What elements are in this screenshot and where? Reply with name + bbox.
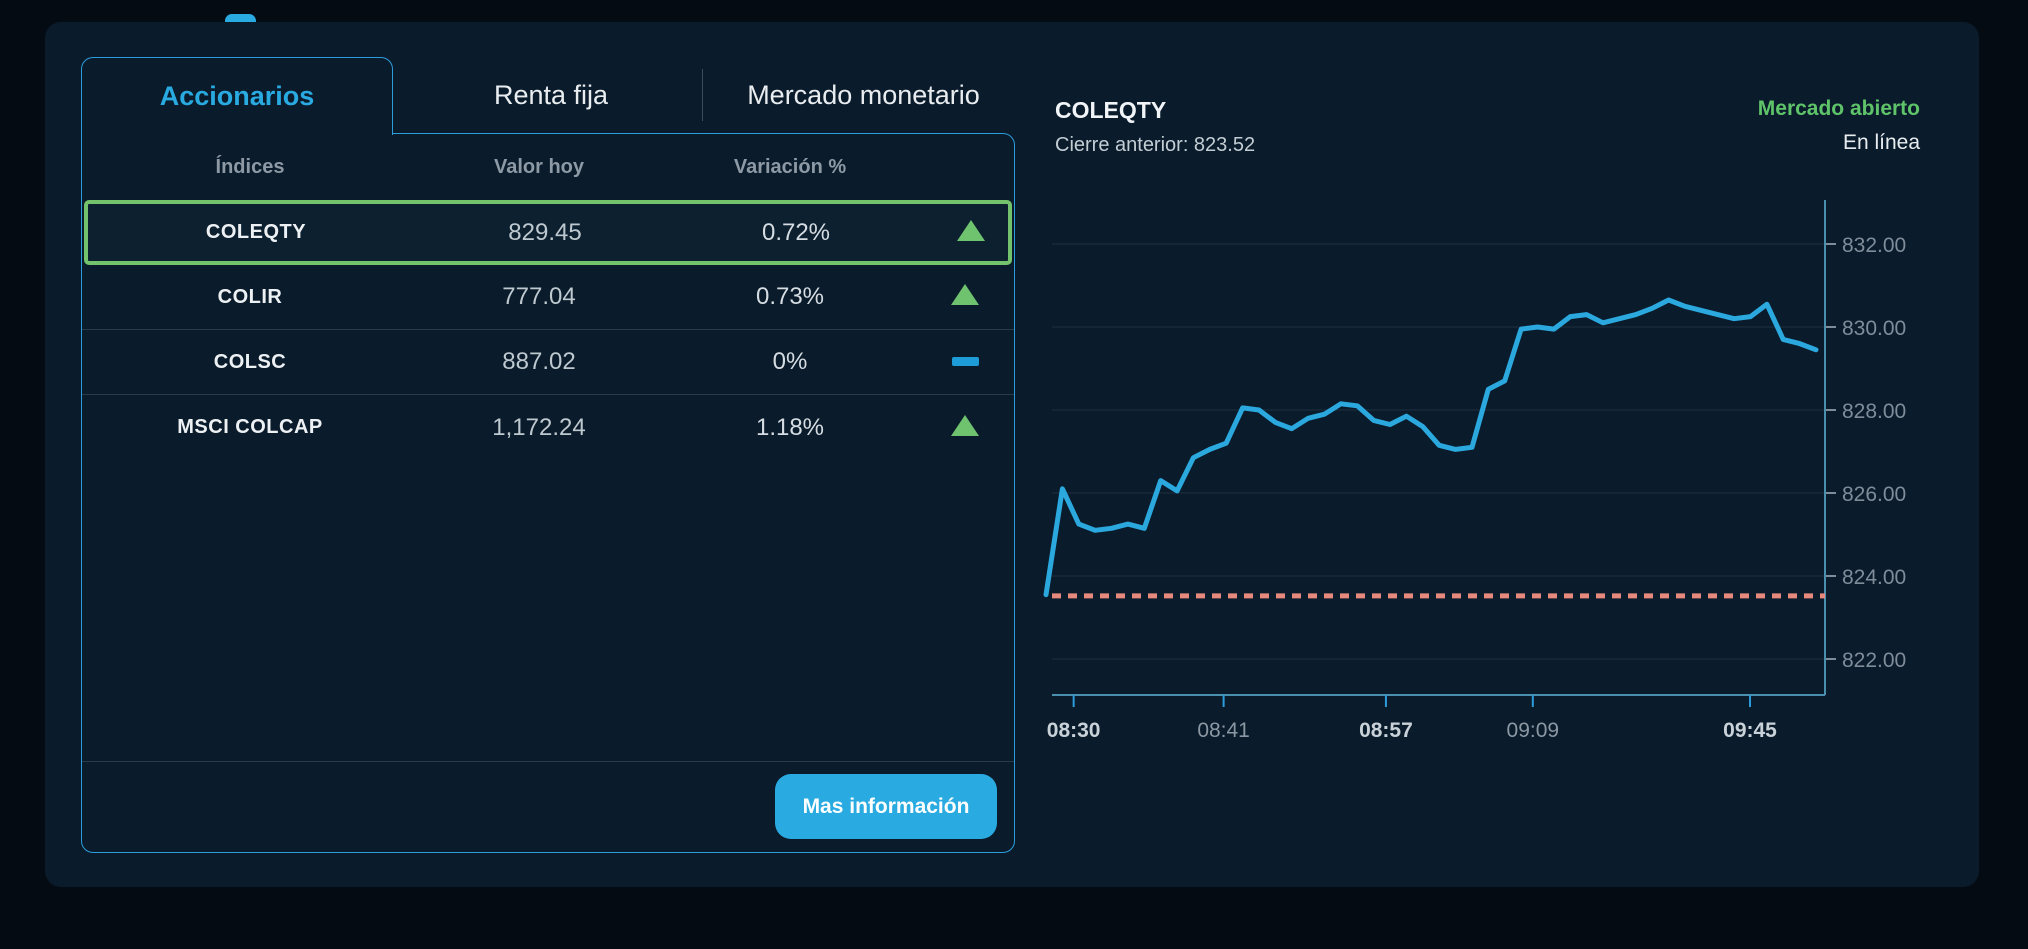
tab-accionarios[interactable]: Accionarios <box>81 57 393 135</box>
tab-strip: Accionarios Renta fija Mercado monetario <box>81 57 1015 135</box>
chart-status: Mercado abierto En línea <box>1758 97 1920 155</box>
market-indices-card: Accionarios Renta fija Mercado monetario… <box>45 22 1979 887</box>
flat-dash-icon <box>951 357 979 366</box>
chart-area: 832.00 830.00 828.00 826.00 824.00 822.00 08:3… <box>1040 190 1990 750</box>
index-trend <box>926 219 1016 246</box>
index-name: COLEQTY <box>205 221 307 243</box>
up-arrow-icon <box>957 219 985 241</box>
up-arrow-icon <box>951 414 979 436</box>
svg-text:08:57: 08:57 <box>1359 719 1413 742</box>
index-value: 887.02 <box>502 348 576 375</box>
tab-accionarios-label: Accionarios <box>159 81 315 111</box>
svg-text:08:30: 08:30 <box>1047 719 1101 742</box>
index-trend <box>920 414 1010 441</box>
online-status: En línea <box>1842 131 1920 154</box>
svg-text:09:45: 09:45 <box>1723 719 1777 742</box>
svg-text:824.00: 824.00 <box>1842 566 1906 589</box>
chart-header: COLEQTY Cierre anterior: 823.52 <box>1055 97 1255 157</box>
svg-text:830.00: 830.00 <box>1842 317 1906 340</box>
svg-text:09:09: 09:09 <box>1507 719 1560 742</box>
header-indices: Índices <box>215 155 285 178</box>
tab-divider <box>702 69 703 121</box>
header-variacion: Variación % <box>733 155 847 178</box>
table-row[interactable]: MSCI COLCAP 1,172.24 1.18% <box>82 395 1014 460</box>
more-info-button[interactable]: Mas información <box>775 774 997 839</box>
previous-close: Cierre anterior: 823.52 <box>1055 134 1256 156</box>
table-row[interactable]: COLIR 777.04 0.73% <box>82 265 1014 330</box>
svg-text:826.00: 826.00 <box>1842 483 1906 506</box>
chart-title: COLEQTY <box>1055 97 1167 123</box>
svg-text:08:41: 08:41 <box>1197 719 1250 742</box>
table-body: COLEQTY 829.45 0.72% COLIR 777.04 0.73% COLSC 8… <box>82 200 1014 460</box>
footer-divider <box>82 761 1014 762</box>
index-name: COLIR <box>217 285 283 308</box>
index-change: 1.18% <box>755 413 825 441</box>
table-header: Índices Valor hoy Variación % <box>82 134 1014 200</box>
header-valor-hoy: Valor hoy <box>493 155 585 178</box>
indices-section: Accionarios Renta fija Mercado monetario… <box>81 57 1015 853</box>
index-trend <box>920 353 1010 371</box>
index-name: COLSC <box>213 350 287 373</box>
tab-mercado-monetario[interactable]: Mercado monetario <box>706 57 1021 134</box>
market-status: Mercado abierto <box>1757 97 1920 120</box>
indices-panel: Índices Valor hoy Variación % COLEQTY 829… <box>81 133 1015 853</box>
index-name: MSCI COLCAP <box>177 416 323 438</box>
tab-renta-fija-label: Renta fija <box>493 80 609 110</box>
up-arrow-icon <box>951 284 979 305</box>
index-value: 1,172.24 <box>492 413 586 441</box>
index-value: 777.04 <box>502 283 576 310</box>
table-row[interactable]: COLEQTY 829.45 0.72% <box>84 200 1012 265</box>
index-change: 0.72% <box>761 218 831 246</box>
price-chart: 832.00 830.00 828.00 826.00 824.00 822.00 08:3… <box>1043 200 1906 742</box>
index-value: 829.45 <box>508 218 582 246</box>
tab-mercado-monetario-label: Mercado monetario <box>747 80 980 110</box>
index-change: 0% <box>772 348 808 375</box>
tab-renta-fija[interactable]: Renta fija <box>436 57 666 134</box>
table-row[interactable]: COLSC 887.02 0% <box>82 330 1014 395</box>
svg-text:832.00: 832.00 <box>1842 234 1906 257</box>
svg-text:828.00: 828.00 <box>1842 400 1906 423</box>
index-change: 0.73% <box>755 283 825 310</box>
svg-text:822.00: 822.00 <box>1842 649 1906 672</box>
index-trend <box>920 284 1010 310</box>
